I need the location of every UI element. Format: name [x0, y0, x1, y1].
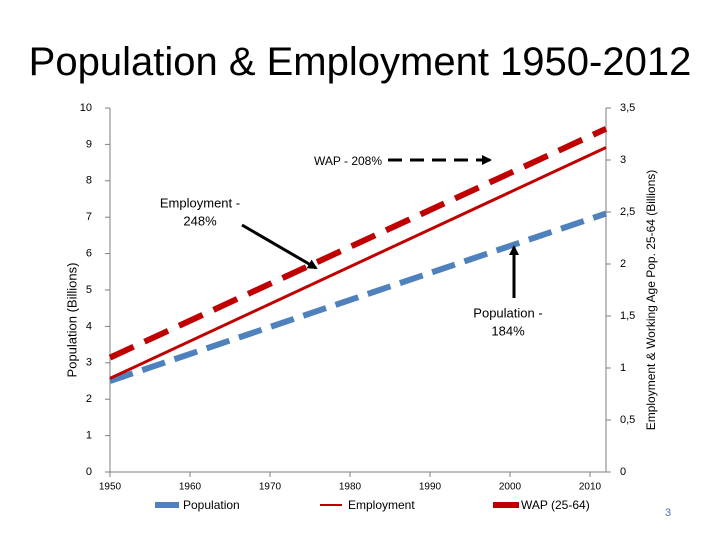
- chart-annotations: WAP - 208% Employment - 248% Population - 18…: [160, 154, 543, 338]
- left-axis-tick-label: 0: [86, 466, 92, 478]
- left-axis-tick-label: 9: [86, 138, 92, 150]
- left-axis-tick-label: 10: [80, 102, 92, 114]
- annotation-employment-arrow: [241, 223, 318, 270]
- left-axis-tick-label: 8: [86, 175, 92, 187]
- left-axis-tick-label: 3: [86, 357, 92, 369]
- right-axis-tick-label: 1,5: [620, 310, 635, 322]
- annotation-employment-label-line1: Employment -: [160, 195, 240, 210]
- right-axis-title: Employment & Working Age Pop. 25-64 (Bil…: [644, 170, 658, 431]
- legend-label-wap: WAP (25-64): [521, 498, 590, 512]
- chart-legend: Population Employment WAP (25-64): [155, 498, 590, 512]
- legend-label-population: Population: [183, 498, 240, 512]
- x-axis-tick-label: 2010: [579, 482, 602, 493]
- series-line-employment: [109, 146, 607, 380]
- page-number: 3: [665, 507, 672, 519]
- right-axis-tick-label: 0,5: [620, 414, 635, 426]
- right-axis-tick-label: 2: [620, 258, 626, 270]
- right-axis-tick-label: 0: [620, 466, 626, 478]
- x-axis-tick-label: 1950: [99, 482, 122, 493]
- right-axis-tick-label: 3,5: [620, 102, 635, 114]
- series-line-population: [109, 210, 607, 384]
- left-axis-title: Population (Billions): [64, 263, 79, 378]
- x-axis-tick-label: 1960: [179, 482, 202, 493]
- legend-label-employment: Employment: [348, 498, 415, 512]
- right-axis-tick-label: 3: [620, 154, 626, 166]
- right-axis-tick-label: 1: [620, 362, 626, 374]
- x-axis-tick-label: 1970: [259, 482, 282, 493]
- chart-axes: 0 1 2 3 4 5 6 7 8 9 10 0 0,5 1 1,5 2 2,5 3 3,5 1950 1960 1970…: [64, 102, 658, 493]
- right-axis-tick-label: 2,5: [620, 206, 635, 218]
- annotation-population-label-line2: 184%: [491, 323, 525, 338]
- left-axis-tick-label: 7: [86, 211, 92, 223]
- left-axis-tick-label: 2: [86, 393, 92, 405]
- chart-series: [108, 126, 608, 384]
- annotation-population-label-line1: Population -: [473, 305, 542, 320]
- slide-title: Population & Employment 1950-2012: [28, 40, 692, 84]
- x-axis-tick-label: 1990: [419, 482, 442, 493]
- left-axis-tick-label: 5: [86, 284, 92, 296]
- annotation-employment-label-line2: 248%: [183, 213, 217, 228]
- left-axis-tick-label: 6: [86, 248, 92, 260]
- left-axis-tick-label: 4: [86, 320, 92, 332]
- annotation-wap-label: WAP - 208%: [314, 154, 382, 168]
- left-axis-tick-label: 1: [86, 430, 92, 442]
- x-axis-tick-label: 1980: [339, 482, 362, 493]
- series-line-wap: [108, 126, 608, 361]
- x-axis-tick-label: 2000: [499, 482, 522, 493]
